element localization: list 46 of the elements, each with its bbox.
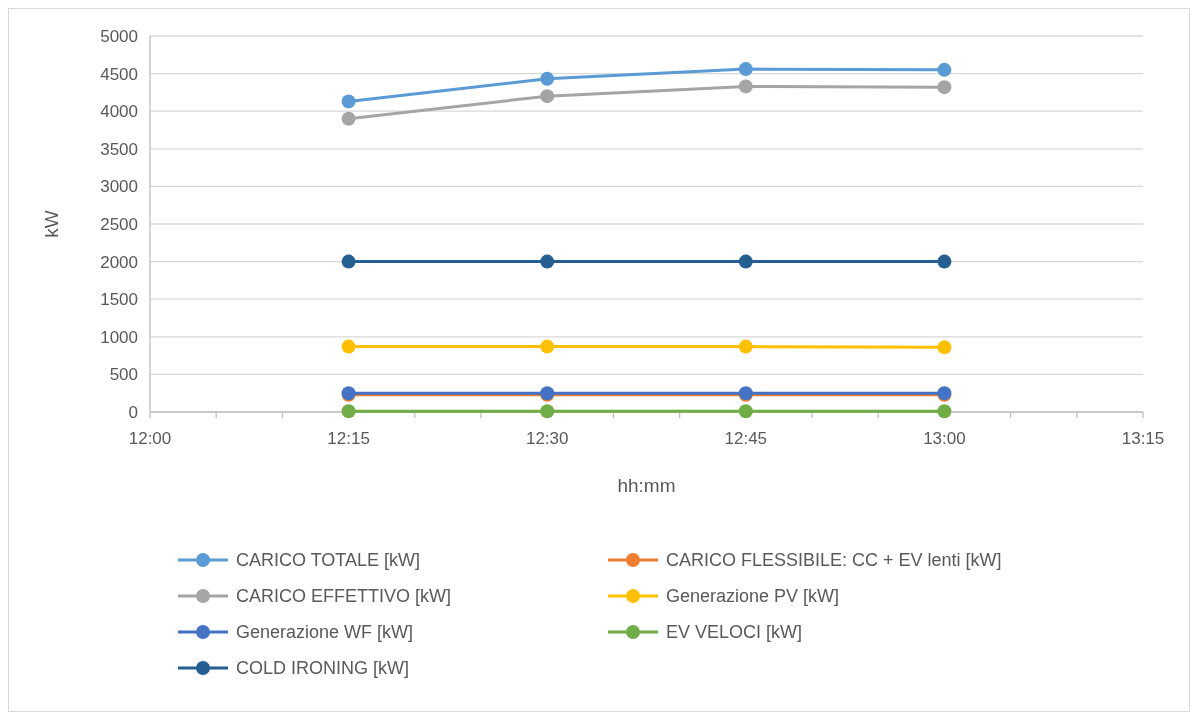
y-tick-label: 4500 <box>100 64 138 84</box>
point <box>540 254 555 269</box>
y-tick-label: 4000 <box>100 102 138 122</box>
y-tick-label: 5000 <box>100 27 138 46</box>
x-tick-label: 12:15 <box>327 429 370 448</box>
x-tick-label: 12:30 <box>525 429 569 448</box>
x-axis-title: hh:mm <box>617 475 676 496</box>
point <box>738 404 753 419</box>
point <box>937 62 952 77</box>
legend-label: COLD IRONING [kW] <box>236 658 410 678</box>
y-tick-label: 0 <box>128 403 138 422</box>
y-tick-label: 3500 <box>100 139 138 159</box>
x-tick-label: 13:15 <box>1121 429 1165 448</box>
y-tick-label: 1500 <box>100 290 138 310</box>
point <box>937 80 952 95</box>
point <box>738 339 753 354</box>
point <box>540 71 555 86</box>
point <box>738 62 753 77</box>
x-tick-label: 12:00 <box>128 429 172 448</box>
y-tick-label: 1000 <box>100 327 138 347</box>
y-tick-label: 500 <box>109 365 138 385</box>
point <box>540 404 555 419</box>
x-tick-label: 12:45 <box>724 429 768 448</box>
y-axis-title: kW <box>41 210 62 238</box>
point <box>341 339 356 354</box>
y-tick-label: 2500 <box>100 215 138 234</box>
point <box>738 254 753 269</box>
legend-label: Generazione PV [kW] <box>666 586 840 606</box>
legend-label: CARICO FLESSIBILE: CC + EV lenti [kW] <box>666 550 1002 570</box>
point <box>341 404 356 419</box>
point <box>540 89 555 104</box>
x-tick-label: 13:00 <box>923 429 966 448</box>
point <box>738 79 753 94</box>
point <box>341 111 356 126</box>
legend-label: CARICO EFFETTIVO [kW] <box>236 586 451 606</box>
point <box>341 254 356 269</box>
point <box>937 254 952 269</box>
legend-label: Generazione WF [kW] <box>236 622 414 642</box>
point <box>341 94 356 109</box>
y-tick-label: 3000 <box>100 177 138 197</box>
legend-label: EV VELOCI [kW] <box>666 622 803 642</box>
point <box>540 339 555 354</box>
point <box>937 340 952 355</box>
legend-label: CARICO TOTALE [kW] <box>236 550 421 570</box>
y-tick-label: 2000 <box>100 252 138 272</box>
point <box>937 404 952 419</box>
